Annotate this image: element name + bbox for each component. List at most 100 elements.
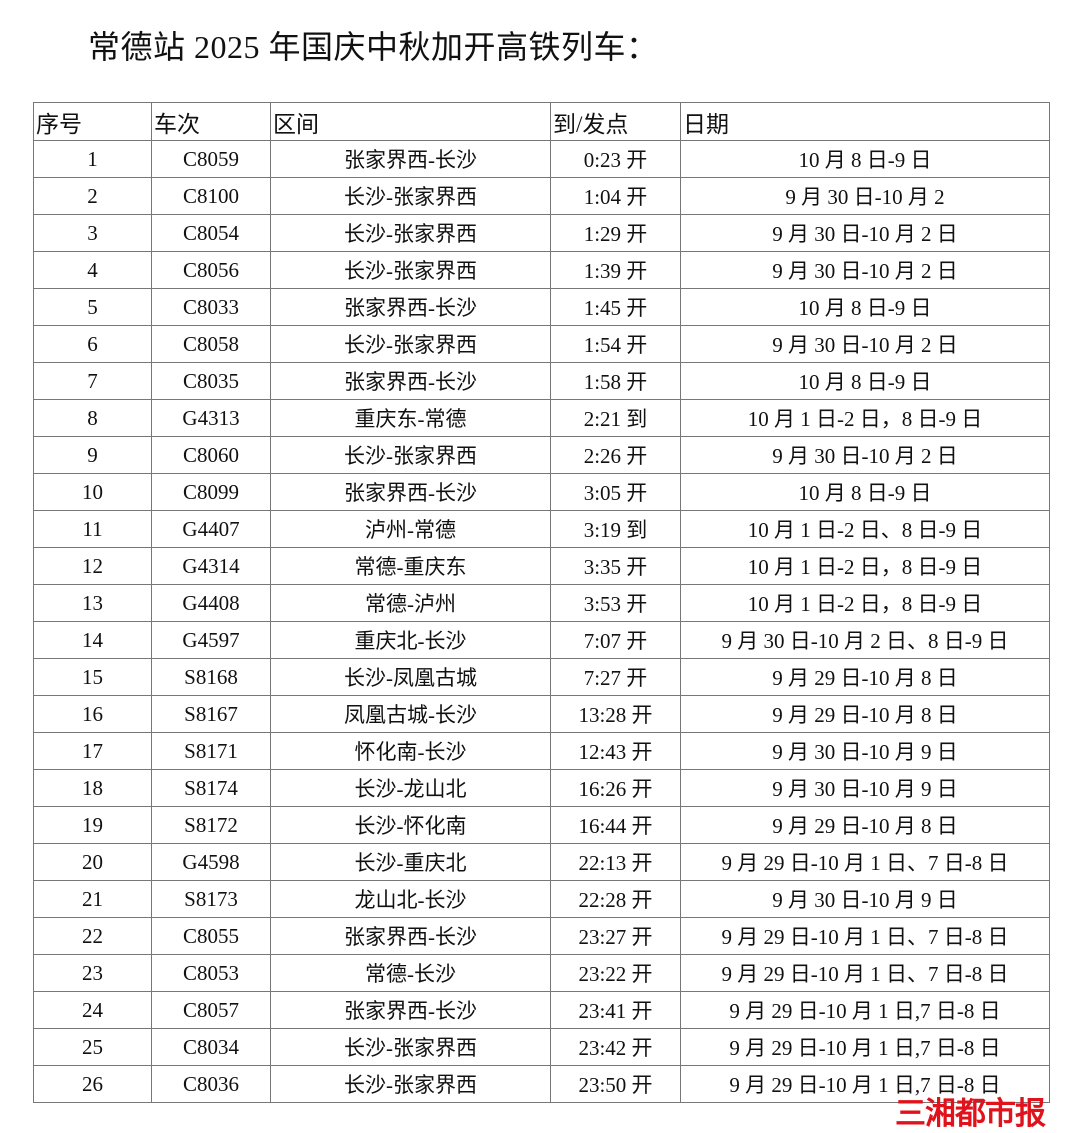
- cell-index: 3: [33, 214, 152, 252]
- cell-index: 1: [33, 140, 152, 178]
- cell-date: 10 月 8 日-9 日: [680, 140, 1050, 178]
- cell-time: 1:54 开: [550, 325, 681, 363]
- cell-train-number: G4597: [151, 621, 271, 659]
- cell-train-number: S8167: [151, 695, 271, 733]
- cell-index: 26: [33, 1065, 152, 1103]
- cell-date: 9 月 30 日-10 月 2 日: [680, 214, 1050, 252]
- cell-time: 1:29 开: [550, 214, 681, 252]
- cell-train-number: C8100: [151, 177, 271, 215]
- cell-route: 重庆东-常德: [270, 399, 551, 437]
- cell-route: 张家界西-长沙: [270, 917, 551, 955]
- cell-route: 长沙-龙山北: [270, 769, 551, 807]
- table-row: 1 C8059 张家界西-长沙 0:23 开 10 月 8 日-9 日: [33, 140, 1050, 178]
- cell-route: 张家界西-长沙: [270, 991, 551, 1029]
- cell-time: 1:04 开: [550, 177, 681, 215]
- cell-time: 2:21 到: [550, 399, 681, 437]
- cell-train-number: S8172: [151, 806, 271, 844]
- cell-train-number: G4598: [151, 843, 271, 881]
- cell-route: 长沙-张家界西: [270, 436, 551, 474]
- cell-train-number: C8059: [151, 140, 271, 178]
- header-route: 区间: [270, 102, 551, 141]
- cell-route: 泸州-常德: [270, 510, 551, 548]
- cell-train-number: G4313: [151, 399, 271, 437]
- cell-train-number: S8171: [151, 732, 271, 770]
- cell-route: 常德-重庆东: [270, 547, 551, 585]
- cell-train-number: C8058: [151, 325, 271, 363]
- cell-route: 长沙-张家界西: [270, 325, 551, 363]
- cell-train-number: G4408: [151, 584, 271, 622]
- cell-index: 8: [33, 399, 152, 437]
- cell-route: 长沙-张家界西: [270, 1065, 551, 1103]
- cell-date: 9 月 30 日-10 月 2 日: [680, 436, 1050, 474]
- cell-date: 9 月 29 日-10 月 1 日,7 日-8 日: [680, 991, 1050, 1029]
- cell-route: 张家界西-长沙: [270, 473, 551, 511]
- table-row: 8 G4313 重庆东-常德 2:21 到 10 月 1 日-2 日，8 日-9 日: [33, 399, 1050, 437]
- cell-date: 10 月 8 日-9 日: [680, 288, 1050, 326]
- cell-date: 9 月 30 日-10 月 9 日: [680, 769, 1050, 807]
- cell-time: 23:42 开: [550, 1028, 681, 1066]
- cell-train-number: S8174: [151, 769, 271, 807]
- table-row: 10 C8099 张家界西-长沙 3:05 开 10 月 8 日-9 日: [33, 473, 1050, 511]
- newspaper-logo-watermark: 三湘都市报: [895, 1096, 1046, 1132]
- cell-time: 1:39 开: [550, 251, 681, 289]
- header-date: 日期: [680, 102, 1050, 141]
- cell-route: 凤凰古城-长沙: [270, 695, 551, 733]
- cell-route: 张家界西-长沙: [270, 362, 551, 400]
- table-header-row: 序号 车次 区间 到/发点 日期: [33, 102, 1050, 141]
- cell-date: 9 月 29 日-10 月 8 日: [680, 806, 1050, 844]
- cell-time: 3:53 开: [550, 584, 681, 622]
- cell-date: 10 月 1 日-2 日，8 日-9 日: [680, 584, 1050, 622]
- cell-index: 6: [33, 325, 152, 363]
- cell-time: 23:27 开: [550, 917, 681, 955]
- cell-train-number: G4407: [151, 510, 271, 548]
- cell-index: 14: [33, 621, 152, 659]
- cell-date: 10 月 8 日-9 日: [680, 473, 1050, 511]
- cell-index: 7: [33, 362, 152, 400]
- cell-train-number: C8099: [151, 473, 271, 511]
- cell-index: 17: [33, 732, 152, 770]
- cell-route: 怀化南-长沙: [270, 732, 551, 770]
- cell-index: 20: [33, 843, 152, 881]
- cell-time: 23:22 开: [550, 954, 681, 992]
- cell-date: 9 月 29 日-10 月 1 日,7 日-8 日: [680, 1065, 1050, 1103]
- cell-index: 16: [33, 695, 152, 733]
- cell-time: 23:41 开: [550, 991, 681, 1029]
- cell-date: 9 月 30 日-10 月 9 日: [680, 732, 1050, 770]
- cell-index: 19: [33, 806, 152, 844]
- cell-index: 23: [33, 954, 152, 992]
- cell-time: 7:07 开: [550, 621, 681, 659]
- cell-time: 22:28 开: [550, 880, 681, 918]
- cell-train-number: G4314: [151, 547, 271, 585]
- cell-route: 龙山北-长沙: [270, 880, 551, 918]
- header-train-number: 车次: [151, 102, 271, 141]
- cell-index: 22: [33, 917, 152, 955]
- cell-index: 10: [33, 473, 152, 511]
- table-body: 1 C8059 张家界西-长沙 0:23 开 10 月 8 日-9 日 2 C8100 长沙-…: [33, 140, 1050, 1103]
- cell-route: 长沙-张家界西: [270, 214, 551, 252]
- cell-train-number: C8053: [151, 954, 271, 992]
- cell-train-number: C8036: [151, 1065, 271, 1103]
- cell-train-number: C8034: [151, 1028, 271, 1066]
- cell-index: 5: [33, 288, 152, 326]
- cell-train-number: C8056: [151, 251, 271, 289]
- cell-time: 3:19 到: [550, 510, 681, 548]
- cell-time: 16:44 开: [550, 806, 681, 844]
- cell-route: 长沙-重庆北: [270, 843, 551, 881]
- cell-index: 15: [33, 658, 152, 696]
- cell-train-number: C8055: [151, 917, 271, 955]
- cell-date: 9 月 30 日-10 月 2 日: [680, 325, 1050, 363]
- cell-time: 13:28 开: [550, 695, 681, 733]
- cell-date: 9 月 29 日-10 月 1 日,7 日-8 日: [680, 1028, 1050, 1066]
- cell-route: 长沙-怀化南: [270, 806, 551, 844]
